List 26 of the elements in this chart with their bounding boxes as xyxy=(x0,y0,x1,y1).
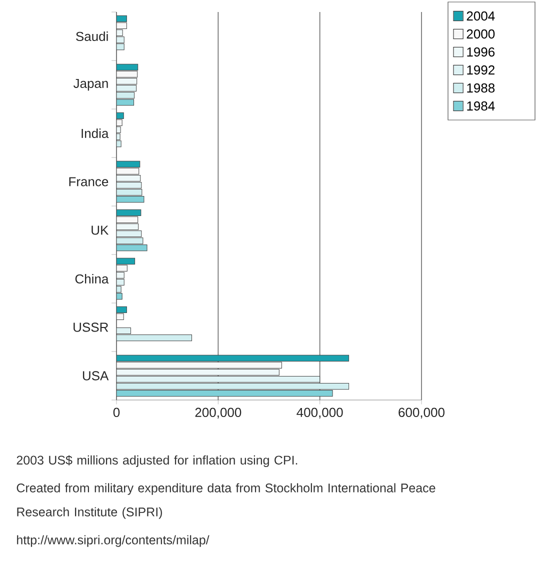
legend-label: 1996 xyxy=(467,47,495,57)
bar xyxy=(116,390,333,397)
legend-label: 1984 xyxy=(467,101,495,111)
y-tick-label: France xyxy=(69,177,108,186)
x-tick-label: 0 xyxy=(113,408,120,418)
y-tick-label: India xyxy=(82,128,109,138)
bar xyxy=(116,354,350,362)
bar xyxy=(116,334,192,342)
x-tick-label: 400,000 xyxy=(296,408,343,419)
text: http://www.sipri.org/contents/milap/ xyxy=(17,535,210,547)
text: Created from military expenditure data from Stockholm International Peace Research Institute (SIPRI) xyxy=(16,483,436,519)
bar xyxy=(116,383,350,390)
text: 2003 US$ millions adjusted for inflation using CPI. xyxy=(16,455,298,468)
y-tick-label: USSR xyxy=(74,322,108,332)
x-tick-label: 600,000 xyxy=(398,408,444,419)
legend-label: 1988 xyxy=(467,83,495,93)
bar xyxy=(116,376,320,383)
y-tick-label: Saudi xyxy=(76,31,108,42)
legend-label: 1992 xyxy=(467,65,494,75)
y-tick-label: USA xyxy=(82,371,109,380)
legend-label: 2004 xyxy=(466,11,495,21)
y-tick-label: China xyxy=(75,274,109,284)
y-tick-label: UK xyxy=(92,226,109,235)
y-tick-label: Japan xyxy=(73,78,108,91)
x-tick-label: 200,000 xyxy=(195,408,242,419)
legend-label: 2000 xyxy=(466,29,495,39)
